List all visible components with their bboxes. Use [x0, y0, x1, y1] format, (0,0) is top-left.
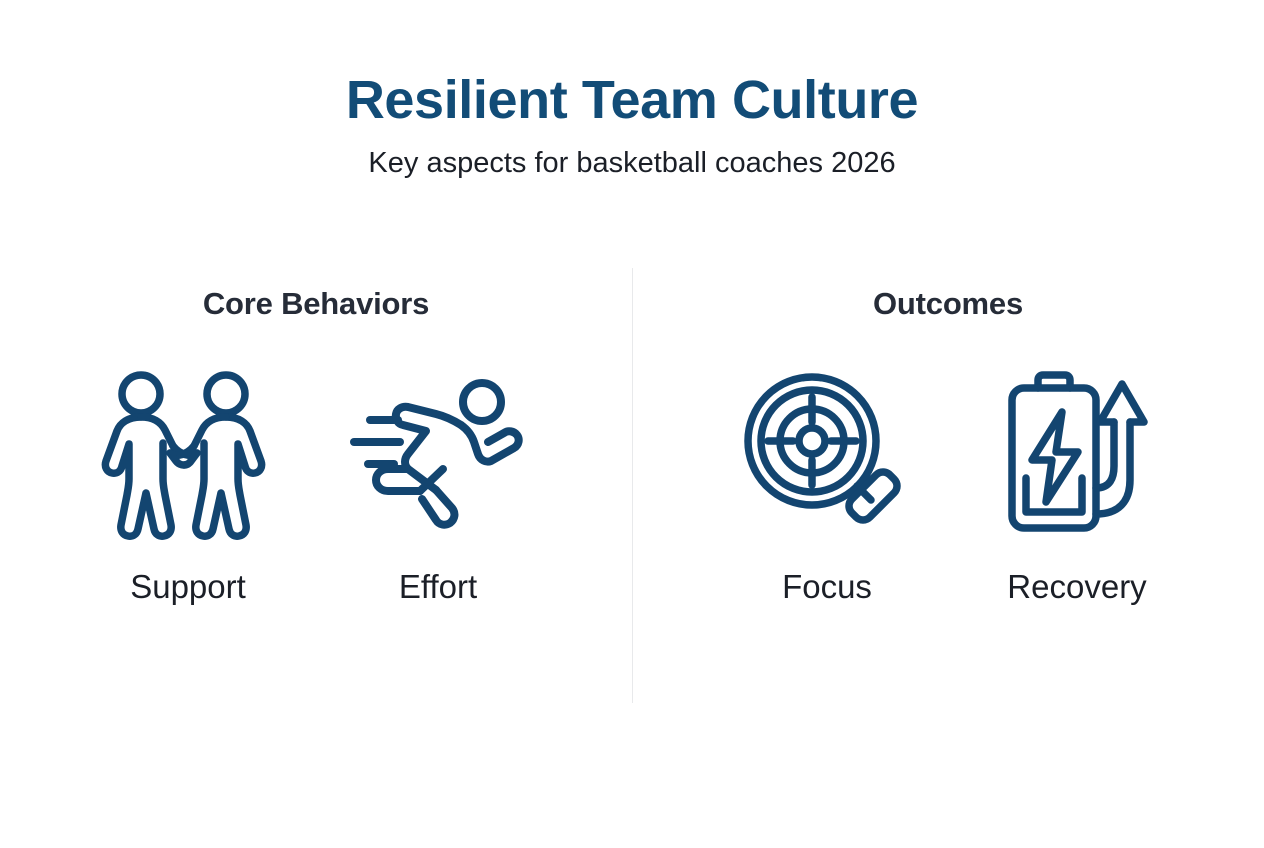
handshake-people-icon — [98, 366, 278, 546]
column-heading-core-behaviors: Core Behaviors — [202, 286, 430, 321]
item-label-effort: Effort — [398, 568, 478, 605]
battery-charge-arrow-icon — [987, 366, 1167, 546]
item-label-recovery: Recovery — [1007, 568, 1147, 605]
magnifier-target-icon — [737, 366, 917, 546]
columns-container: Core Behaviors — [0, 268, 1264, 708]
column-outcomes: Outcomes — [632, 268, 1264, 708]
item-focus[interactable]: Focus — [702, 366, 952, 603]
item-label-focus: Focus — [782, 568, 872, 605]
column-heading-outcomes: Outcomes — [873, 286, 1023, 321]
column-divider — [632, 268, 633, 703]
item-label-support: Support — [130, 568, 246, 605]
item-effort[interactable]: Effort — [313, 366, 563, 603]
page-title: Resilient Team Culture — [345, 70, 919, 130]
running-person-icon — [348, 366, 528, 546]
page-subtitle: Key aspects for basketball coaches 2026 — [368, 146, 896, 179]
header: Resilient Team Culture Key aspects for b… — [0, 72, 1264, 180]
item-recovery[interactable]: Recovery — [952, 366, 1202, 603]
column-core-behaviors: Core Behaviors — [0, 268, 632, 708]
item-support[interactable]: Support — [63, 366, 313, 603]
items-core-behaviors: Support — [0, 366, 629, 603]
items-outcomes: Focus — [636, 366, 1264, 603]
